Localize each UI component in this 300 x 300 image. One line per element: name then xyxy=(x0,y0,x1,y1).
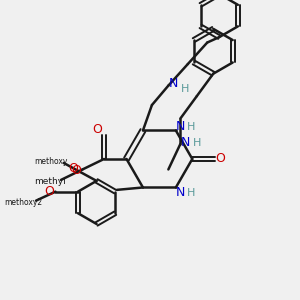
Text: O: O xyxy=(44,185,54,198)
Text: methoxy: methoxy xyxy=(34,157,68,166)
Text: N: N xyxy=(169,77,178,90)
Text: O: O xyxy=(215,152,225,166)
Text: O: O xyxy=(71,164,81,177)
Text: N: N xyxy=(181,136,190,149)
Text: H: H xyxy=(181,84,189,94)
Text: methoxy2: methoxy2 xyxy=(4,198,43,207)
Text: H: H xyxy=(193,137,201,148)
Text: H: H xyxy=(187,122,196,132)
Text: O: O xyxy=(92,123,102,136)
Text: H: H xyxy=(187,188,196,198)
Text: N: N xyxy=(176,120,185,134)
Text: methyl: methyl xyxy=(34,177,65,186)
Text: N: N xyxy=(176,186,185,200)
Text: O: O xyxy=(69,162,79,175)
